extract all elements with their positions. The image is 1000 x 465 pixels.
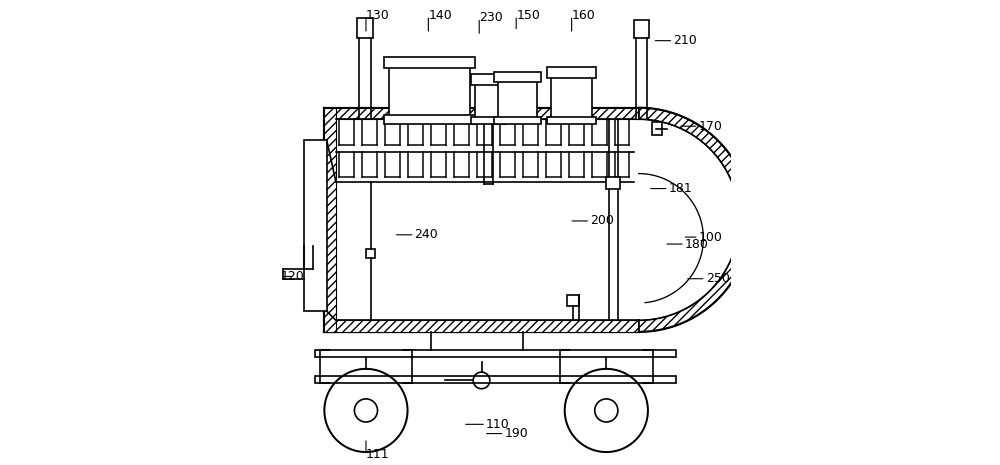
Bar (494, 72, 541, 82)
Bar (324, 108, 639, 119)
Bar (634, 20, 649, 39)
Text: 180: 180 (685, 238, 709, 251)
Text: 210: 210 (673, 34, 697, 47)
Bar (652, 121, 662, 135)
Bar (315, 376, 676, 383)
Bar (547, 67, 596, 78)
PathPatch shape (639, 108, 751, 332)
Bar (304, 140, 327, 311)
Bar (324, 108, 336, 332)
Text: 250: 250 (706, 272, 730, 285)
Text: 160: 160 (572, 9, 595, 22)
Bar (551, 73, 592, 119)
Text: 110: 110 (486, 418, 510, 431)
Bar (384, 115, 475, 124)
Text: 140: 140 (428, 9, 452, 22)
Text: 181: 181 (669, 182, 692, 195)
Bar (494, 117, 541, 124)
Text: 170: 170 (699, 120, 723, 133)
Text: 111: 111 (366, 448, 390, 461)
Text: 130: 130 (366, 9, 390, 22)
Bar (547, 117, 596, 124)
Text: 120: 120 (280, 270, 304, 283)
Text: 100: 100 (699, 231, 723, 244)
Text: 200: 200 (590, 214, 614, 227)
Bar (498, 78, 537, 119)
Text: 240: 240 (414, 228, 438, 241)
Bar (366, 249, 375, 258)
Bar (389, 64, 470, 119)
Text: 150: 150 (516, 9, 540, 22)
Bar (567, 295, 579, 306)
Bar (315, 350, 676, 357)
Bar (471, 117, 506, 124)
Bar (471, 74, 506, 85)
Bar (384, 57, 475, 68)
Bar (357, 18, 373, 39)
Text: 230: 230 (479, 11, 503, 24)
Bar (324, 320, 639, 332)
Text: 190: 190 (505, 427, 528, 440)
Bar (606, 177, 620, 189)
Bar (475, 80, 502, 119)
